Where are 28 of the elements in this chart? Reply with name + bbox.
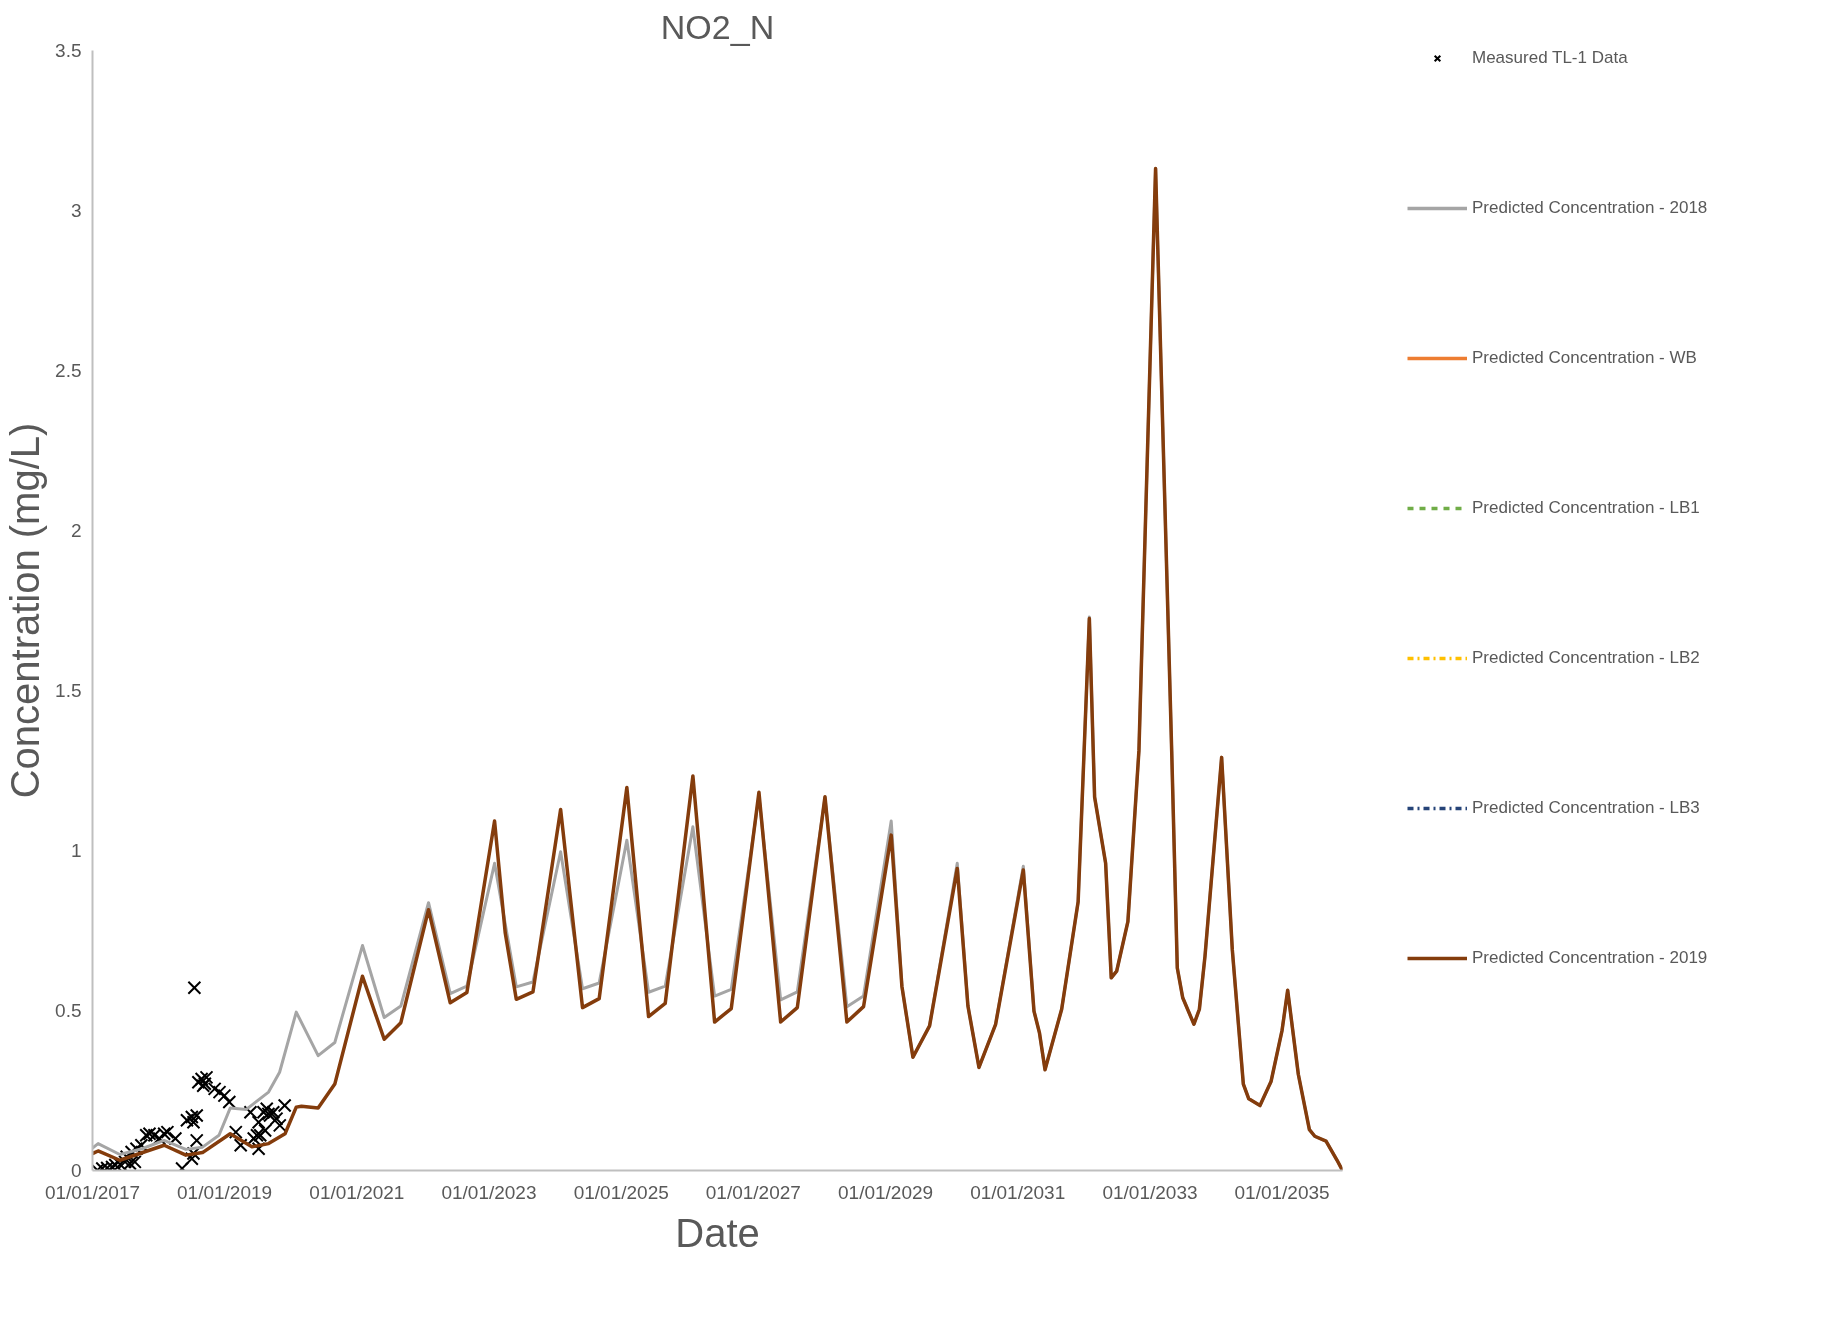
y-tick-label: 3.5: [55, 40, 82, 61]
y-tick-label: 1: [70, 840, 82, 861]
legend-label: Predicted Concentration - WB: [1472, 348, 1697, 369]
y-axis-title: Concentration (mg/L): [3, 422, 48, 799]
chart-title: NO2_N: [660, 7, 775, 46]
y-tick-label: 1.5: [55, 680, 82, 701]
x-tick-label: 01/01/2017: [44, 1181, 141, 1203]
y-tick-label: 3: [70, 200, 82, 221]
y-tick-label: 0: [70, 1160, 82, 1181]
legend-label: Measured TL-1 Data: [1472, 48, 1628, 69]
x-tick-label: 01/01/2031: [970, 1181, 1066, 1203]
legend-label: Predicted Concentration - 2018: [1472, 198, 1708, 219]
y-tick-label: 2.5: [55, 360, 82, 381]
x-tick-label: 01/01/2027: [705, 1181, 801, 1203]
x-tick-label: 01/01/2029: [838, 1181, 934, 1203]
x-tick-label: 01/01/2019: [177, 1181, 273, 1203]
x-tick-label: 01/01/2025: [573, 1181, 669, 1203]
x-tick-label: 01/01/2021: [309, 1181, 405, 1203]
x-tick-label: 01/01/2035: [1234, 1181, 1330, 1203]
y-tick-label: 0.5: [55, 1000, 82, 1021]
legend-label: Predicted Concentration - LB2: [1472, 648, 1700, 669]
y-tick-label: 2: [70, 520, 82, 541]
legend-label: Predicted Concentration - LB3: [1472, 798, 1700, 819]
x-tick-label: 01/01/2023: [441, 1181, 537, 1203]
legend-label: Predicted Concentration - LB1: [1472, 498, 1700, 519]
x-tick-label: 01/01/2033: [1102, 1181, 1198, 1203]
legend-label: Predicted Concentration - 2019: [1472, 948, 1708, 969]
x-axis-title: Date: [675, 1210, 760, 1255]
